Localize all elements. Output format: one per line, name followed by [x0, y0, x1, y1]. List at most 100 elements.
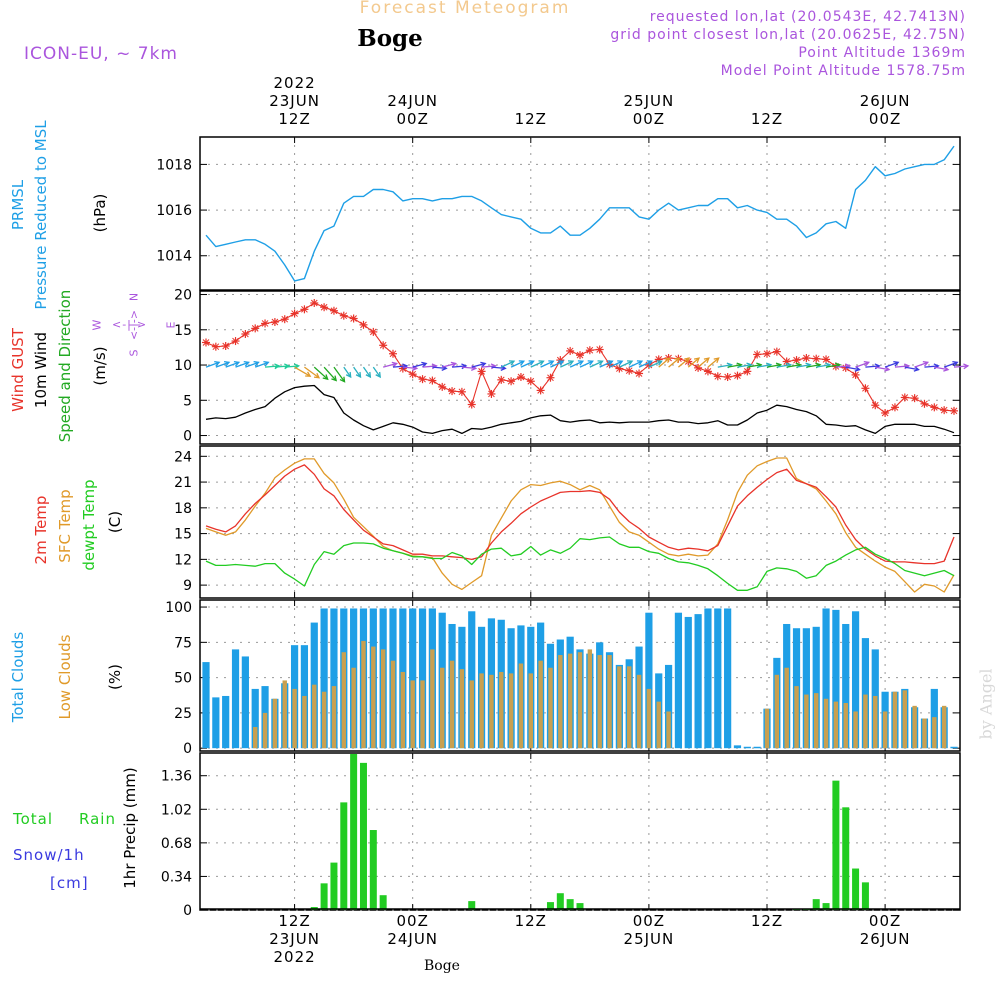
arrow-head: [617, 360, 624, 366]
gust-marker-d: [478, 368, 485, 375]
wind-direction-arrow: [372, 366, 381, 379]
top-time-label: 25JUN 00Z: [589, 74, 709, 128]
bottom-time-label-line: [825, 948, 945, 966]
gust-marker-d: [635, 370, 643, 377]
arrow-shaft: [274, 365, 289, 368]
wind-gust-marker: [231, 337, 240, 346]
gust-marker-d: [497, 376, 505, 384]
low-cloud-bar: [558, 655, 563, 749]
wind-direction-arrow: [648, 360, 663, 368]
low-cloud-bar: [627, 666, 632, 749]
total-cloud-bar: [802, 628, 810, 749]
y-tick-label: 1014: [156, 249, 192, 265]
arrow-shaft: [392, 365, 408, 368]
arrow-shaft: [294, 366, 311, 377]
wind-direction-arrow: [205, 360, 221, 368]
arrow-head: [375, 371, 381, 379]
arrow-head: [339, 376, 346, 383]
wind-direction-arrow: [264, 363, 281, 370]
wind-gust-marker: [438, 382, 447, 391]
wind-gust-marker: [310, 298, 319, 307]
rain-bar: [546, 902, 554, 910]
wind-gust-marker: [339, 311, 348, 320]
low-cloud-bar: [390, 660, 396, 749]
total-cloud-bar: [822, 608, 830, 749]
arrow-shaft: [609, 360, 623, 368]
gust-marker-d: [625, 367, 633, 375]
arrow-head: [355, 371, 362, 379]
arrow-head: [893, 360, 900, 367]
top-time-label-line: 2022: [273, 74, 316, 92]
bottom-time-label-line: 23JUN: [269, 930, 320, 948]
arrow-shaft: [904, 366, 919, 371]
gust-marker-d: [350, 315, 357, 322]
top-time-label: 12Z: [471, 74, 591, 128]
gust-marker-d: [340, 312, 348, 320]
gust-marker-d: [488, 390, 495, 398]
gust-marker-d: [261, 320, 269, 327]
arrow-head: [558, 360, 565, 366]
wind-direction-arrow: [845, 365, 861, 372]
total-cloud-bar: [418, 608, 427, 749]
snow-label: Snow/1h: [13, 846, 85, 864]
arrow-head: [884, 365, 891, 372]
low-cloud-bar: [341, 652, 346, 749]
arrow-shaft: [402, 366, 417, 370]
arrow-shaft: [520, 360, 534, 368]
pressure-label: PRMSL: [9, 179, 27, 231]
total-cloud-bar: [733, 745, 742, 749]
wind-gust-marker: [487, 389, 496, 398]
y-tick-label: 21: [174, 475, 192, 491]
gust-marker-d: [458, 388, 466, 396]
low-cloud-bar: [469, 680, 474, 749]
low-cloud-bar: [538, 660, 543, 749]
low-cloud-bar: [577, 652, 583, 749]
arrow-shaft: [333, 366, 346, 383]
low-cloud-bar: [312, 684, 317, 749]
low-cloud-bar: [941, 705, 947, 749]
low-cloud-bar: [843, 703, 848, 749]
wind-gust-marker: [261, 319, 270, 328]
arrow-head: [684, 357, 691, 364]
gust-marker-d: [763, 350, 771, 358]
gust-marker-d: [301, 305, 308, 313]
low-cloud-bar: [922, 718, 927, 749]
wind-direction-arrow: [953, 363, 970, 370]
y-tick-label: 15: [174, 323, 192, 339]
wind-gust-marker: [625, 366, 634, 375]
arrow-shaft: [707, 357, 720, 368]
wind-gust-marker: [585, 346, 594, 355]
wind-direction-arrow: [382, 361, 398, 368]
low-cloud-bar: [420, 680, 425, 749]
bottom-time-label-line: 2022: [273, 948, 316, 966]
gust-marker-d: [743, 368, 751, 375]
arrow-head: [253, 360, 260, 367]
wind-direction-arrow: [884, 360, 900, 368]
sfc-temp-label: SFC Temp: [56, 489, 74, 563]
arrow-shaft: [225, 361, 240, 368]
arrow-shaft: [953, 365, 969, 368]
precip-label: 1hr Precip (mm): [121, 767, 139, 889]
arrow-shaft: [757, 364, 772, 368]
dewpt-temp-label: dewpt Temp: [80, 479, 98, 571]
wind-direction-arrow: [589, 360, 604, 368]
arrow-shaft: [628, 360, 643, 368]
low-cloud-bar: [282, 680, 287, 749]
wind-direction-arrow: [471, 361, 487, 368]
wind-gust-marker: [920, 399, 929, 408]
rain-bar: [350, 753, 358, 910]
top-time-label-line: 12Z: [278, 110, 311, 128]
arrow-head: [607, 360, 614, 366]
snow-unit: [cm]: [50, 874, 89, 892]
wind-direction-arrow: [333, 366, 346, 383]
clouds-unit: (%): [106, 664, 124, 690]
low-cloud-bar: [646, 688, 652, 749]
arrow-shaft: [461, 366, 476, 370]
top-time-label-line: 12Z: [750, 110, 784, 128]
top-time-label-line: 23JUN: [269, 92, 320, 110]
total-cloud-bar: [231, 649, 240, 749]
dewpt-temp-line: [205, 536, 955, 591]
wind-gust-marker: [890, 403, 899, 412]
arrow-shaft: [717, 364, 732, 368]
low-cloud-bar: [479, 673, 484, 749]
